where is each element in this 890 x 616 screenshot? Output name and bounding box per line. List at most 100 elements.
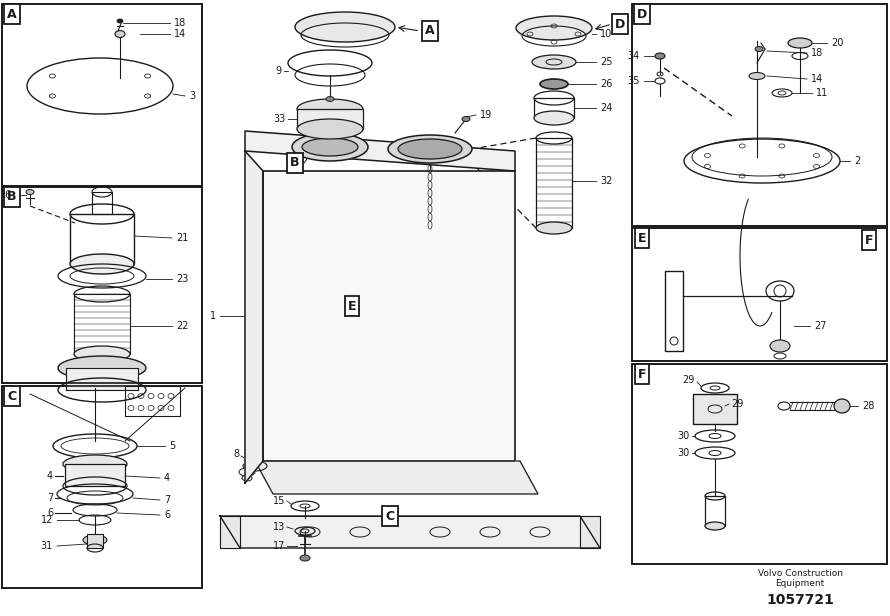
Text: 11: 11 [816, 88, 829, 98]
Bar [66, 368, 138, 390]
Text: C: C [385, 509, 394, 522]
Text: 7: 7 [164, 495, 170, 505]
Bar [632, 228, 887, 361]
Polygon shape [580, 516, 600, 548]
Text: 15: 15 [272, 496, 285, 506]
Text: 1: 1 [210, 311, 216, 321]
Text: 19: 19 [480, 110, 492, 120]
Text: D: D [615, 17, 625, 31]
Text: F: F [865, 233, 873, 246]
Polygon shape [220, 516, 600, 548]
Bar [125, 386, 180, 416]
Text: 34: 34 [627, 51, 640, 61]
Text: C: C [7, 389, 17, 402]
Ellipse shape [655, 53, 665, 59]
Text: 14: 14 [174, 29, 186, 39]
Text: 14: 14 [811, 74, 823, 84]
Bar [632, 4, 887, 226]
Text: 27: 27 [814, 321, 827, 331]
Text: 22: 22 [176, 321, 189, 331]
Text: 23: 23 [176, 274, 189, 284]
Text: 5: 5 [169, 441, 175, 451]
Bar [536, 138, 572, 228]
Bar [87, 534, 103, 548]
Ellipse shape [63, 455, 127, 473]
Text: 紫发动力: 紫发动力 [650, 284, 710, 308]
Bar [705, 496, 725, 526]
Ellipse shape [295, 12, 395, 42]
Bar [65, 464, 125, 486]
Text: 16: 16 [0, 190, 12, 200]
Ellipse shape [462, 116, 470, 121]
Text: A: A [7, 7, 17, 20]
Ellipse shape [536, 222, 572, 234]
Bar [693, 394, 737, 424]
Text: 9: 9 [276, 66, 282, 76]
Ellipse shape [70, 254, 134, 274]
Bar [2, 4, 202, 186]
Ellipse shape [532, 55, 576, 69]
Bar [632, 364, 887, 564]
Text: E: E [638, 232, 646, 245]
Text: 32: 32 [600, 176, 612, 186]
Ellipse shape [26, 190, 34, 195]
Ellipse shape [788, 38, 812, 48]
Text: 26: 26 [600, 79, 612, 89]
Bar [2, 4, 202, 186]
Text: 8: 8 [233, 449, 239, 459]
Bar [632, 364, 887, 564]
Bar [74, 294, 130, 354]
Bar [632, 228, 887, 361]
Polygon shape [255, 461, 538, 494]
Ellipse shape [770, 340, 790, 352]
Text: 29: 29 [731, 399, 743, 409]
Polygon shape [220, 516, 240, 548]
Text: 3: 3 [189, 91, 195, 101]
Text: 24: 24 [600, 103, 612, 113]
Text: D: D [637, 7, 647, 20]
Bar [665, 271, 683, 351]
Text: 12: 12 [41, 515, 53, 525]
Text: 17: 17 [272, 541, 285, 551]
Text: 30: 30 [678, 448, 690, 458]
Text: 18: 18 [811, 48, 823, 58]
Text: 10: 10 [600, 29, 612, 39]
Bar [632, 4, 887, 226]
Polygon shape [245, 151, 263, 483]
Bar [2, 386, 202, 588]
Bar [2, 187, 202, 383]
Ellipse shape [834, 399, 850, 413]
Text: 20: 20 [831, 38, 844, 48]
Ellipse shape [540, 79, 568, 89]
Text: 35: 35 [627, 76, 640, 86]
Ellipse shape [534, 111, 574, 125]
Ellipse shape [302, 138, 358, 156]
Bar [70, 214, 134, 264]
Text: 30: 30 [678, 431, 690, 441]
Bar [2, 386, 202, 588]
Ellipse shape [292, 133, 368, 161]
Text: 4: 4 [164, 473, 170, 483]
Text: 28: 28 [862, 401, 874, 411]
Text: E: E [348, 299, 356, 312]
Text: 13: 13 [272, 522, 285, 532]
Text: 31: 31 [41, 541, 53, 551]
Text: 1057721: 1057721 [766, 593, 834, 607]
Ellipse shape [705, 522, 725, 530]
Polygon shape [263, 171, 515, 461]
Text: 紫发动力: 紫发动力 [85, 154, 145, 178]
Ellipse shape [755, 46, 763, 52]
Ellipse shape [58, 356, 146, 380]
Text: 2: 2 [854, 156, 861, 166]
Bar [534, 98, 574, 118]
Bar [92, 192, 112, 214]
Ellipse shape [117, 19, 123, 23]
Ellipse shape [326, 97, 334, 102]
Polygon shape [245, 131, 515, 171]
Text: 紫发动力: 紫发动力 [85, 474, 145, 498]
Ellipse shape [74, 346, 130, 362]
Ellipse shape [516, 16, 592, 40]
Text: F: F [638, 368, 646, 381]
Ellipse shape [300, 555, 310, 561]
Text: Equipment: Equipment [775, 580, 825, 588]
